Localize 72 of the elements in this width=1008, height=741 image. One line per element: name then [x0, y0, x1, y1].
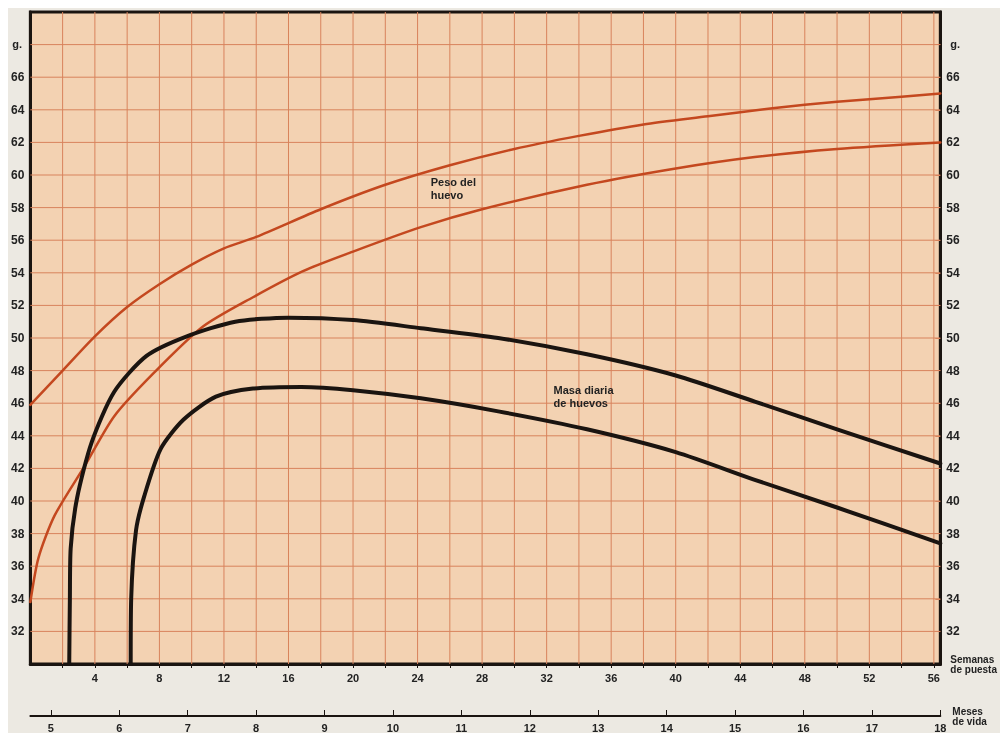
y-tick-label: 32 — [10, 624, 25, 639]
x2-tick-label: 18 — [934, 721, 947, 734]
y-tick-label: 58 — [10, 200, 25, 215]
x2-tick-label: 11 — [455, 721, 468, 734]
x-tick-label: 44 — [734, 671, 748, 684]
y2-tick-label: 48 — [946, 363, 960, 378]
y-tick-label: 52 — [10, 298, 25, 313]
x2-tick-label: 14 — [660, 721, 674, 734]
y-tick-label: 42 — [10, 461, 25, 476]
x-axis-title: Semanas de puesta — [950, 653, 998, 675]
x2-tick-label: 17 — [865, 721, 879, 734]
x2-axis-title: Meses de vida — [952, 705, 988, 727]
y2-tick-label: 52 — [946, 298, 960, 313]
x-tick-label: 8 — [156, 671, 163, 684]
x-tick-label: 56 — [927, 671, 940, 684]
y2-tick-label: 56 — [946, 233, 960, 248]
y-tick-label: 38 — [10, 526, 25, 541]
x-tick-label: 32 — [540, 671, 553, 684]
x-tick-label: 28 — [475, 671, 489, 684]
y2-tick-label: 54 — [946, 265, 960, 280]
y2-tick-label: 34 — [946, 591, 960, 606]
y2-tick-label: 42 — [946, 461, 960, 476]
x2-tick-label: 13 — [592, 721, 605, 734]
x-tick-label: 36 — [605, 671, 618, 684]
y2-tick-label: 36 — [946, 559, 960, 574]
y-tick-label: 44 — [10, 428, 25, 443]
y-tick-label: 36 — [10, 559, 25, 574]
y-tick-label: 60 — [10, 168, 25, 182]
y2-tick-label: 58 — [946, 200, 960, 215]
x-tick-label: 12 — [217, 671, 231, 684]
y-tick-label: 40 — [10, 494, 25, 508]
x-tick-label: 52 — [863, 671, 876, 684]
x-tick-label: 4 — [91, 671, 99, 684]
y2-tick-label: 50 — [946, 331, 960, 345]
x2-tick-label: 7 — [184, 721, 191, 734]
x2-tick-label: 12 — [523, 721, 536, 734]
y2-tick-label: 32 — [946, 624, 960, 639]
y2-tick-label: 40 — [946, 494, 960, 508]
line-series — [29, 92, 942, 407]
x2-tick-label: 9 — [321, 721, 328, 734]
y-tick-label: 50 — [10, 331, 25, 345]
y-tick-label: 66 — [10, 70, 25, 85]
line-series — [29, 141, 942, 604]
y2-tick-label: 66 — [946, 70, 960, 85]
y2-tick-label: 44 — [946, 428, 960, 443]
x2-tick-label: 10 — [386, 721, 400, 734]
y-tick-label: 64 — [10, 102, 25, 117]
x-tick-label: 48 — [798, 671, 811, 684]
y-tick-label: 62 — [10, 135, 25, 150]
x-tick-label: 16 — [282, 671, 295, 684]
annotation: Peso del huevo — [430, 175, 476, 201]
y-tick-label: 34 — [10, 591, 25, 606]
x2-tick-label: 15 — [728, 721, 742, 734]
y2-tick-label: 60 — [946, 168, 960, 182]
y-tick-label: 46 — [10, 396, 25, 411]
y2-tick-label: 38 — [946, 526, 960, 541]
x2-tick-label: 16 — [797, 721, 810, 734]
y-axis-title: g. — [12, 37, 23, 50]
annotation: Masa diaria de huevos — [553, 384, 615, 410]
y2-axis-title: g. — [950, 37, 961, 50]
y-tick-label: 56 — [10, 233, 25, 248]
y-tick-label: 54 — [10, 265, 25, 280]
y-tick-label: 48 — [10, 363, 25, 378]
y2-tick-label: 64 — [946, 102, 960, 117]
y2-tick-label: 62 — [946, 135, 960, 150]
x2-tick-label: 8 — [253, 721, 260, 734]
x-tick-label: 40 — [669, 671, 682, 684]
x-tick-label: 20 — [346, 671, 360, 684]
x-tick-label: 24 — [411, 671, 425, 684]
x2-tick-label: 6 — [116, 721, 123, 734]
x2-tick-label: 5 — [47, 721, 54, 734]
y2-tick-label: 46 — [946, 396, 960, 411]
